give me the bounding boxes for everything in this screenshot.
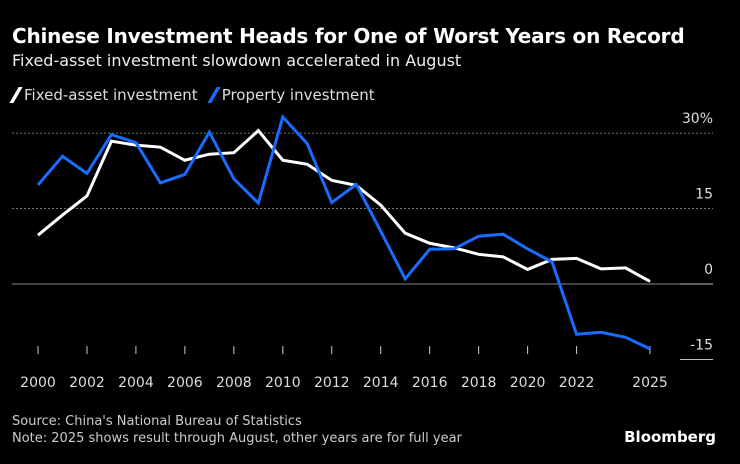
chart-title: Chinese Investment Heads for One of Wors… (12, 24, 685, 48)
footnotes: Source: China's National Bureau of Stati… (12, 413, 462, 447)
chart-subtitle: Fixed-asset investment slowdown accelera… (12, 51, 462, 70)
x-tick-label: 2016 (412, 375, 448, 391)
y-tick-label: 0 (704, 262, 713, 278)
bloomberg-logo: Bloomberg (624, 428, 716, 446)
series-line-property (36, 114, 651, 351)
y-tick-label: 15 (695, 187, 713, 203)
x-tick-label: 2018 (461, 375, 497, 391)
source-text: Source: China's National Bureau of Stati… (12, 414, 302, 429)
note-text: Note: 2025 shows result through August, … (12, 431, 462, 446)
legend-label: Fixed-asset investment (24, 86, 198, 104)
x-tick-label: 2014 (363, 375, 399, 391)
x-tick-label: 2004 (118, 375, 154, 391)
x-tick-label: 2010 (265, 375, 301, 391)
x-tick-label: 2002 (69, 375, 105, 391)
x-tick-label: 2012 (314, 375, 350, 391)
x-tick-label: 2022 (559, 375, 595, 391)
legend-item-fixed-asset: Fixed-asset investment (9, 86, 198, 104)
y-tick-label: 30% (682, 111, 713, 127)
legend-label: Property investment (221, 86, 375, 104)
legend-item-property: Property investment (207, 86, 375, 104)
x-tick-label: 2020 (510, 375, 546, 391)
x-tick-label: 2006 (167, 375, 203, 391)
y-tick-label: -15 (690, 337, 713, 353)
x-tick-label: 2008 (216, 375, 252, 391)
x-tick-label: 2025 (632, 375, 668, 391)
series-line-fixed-asset (37, 128, 651, 283)
x-tick-label: 2000 (20, 375, 56, 391)
legend: Fixed-asset investment Property investme… (9, 86, 375, 104)
